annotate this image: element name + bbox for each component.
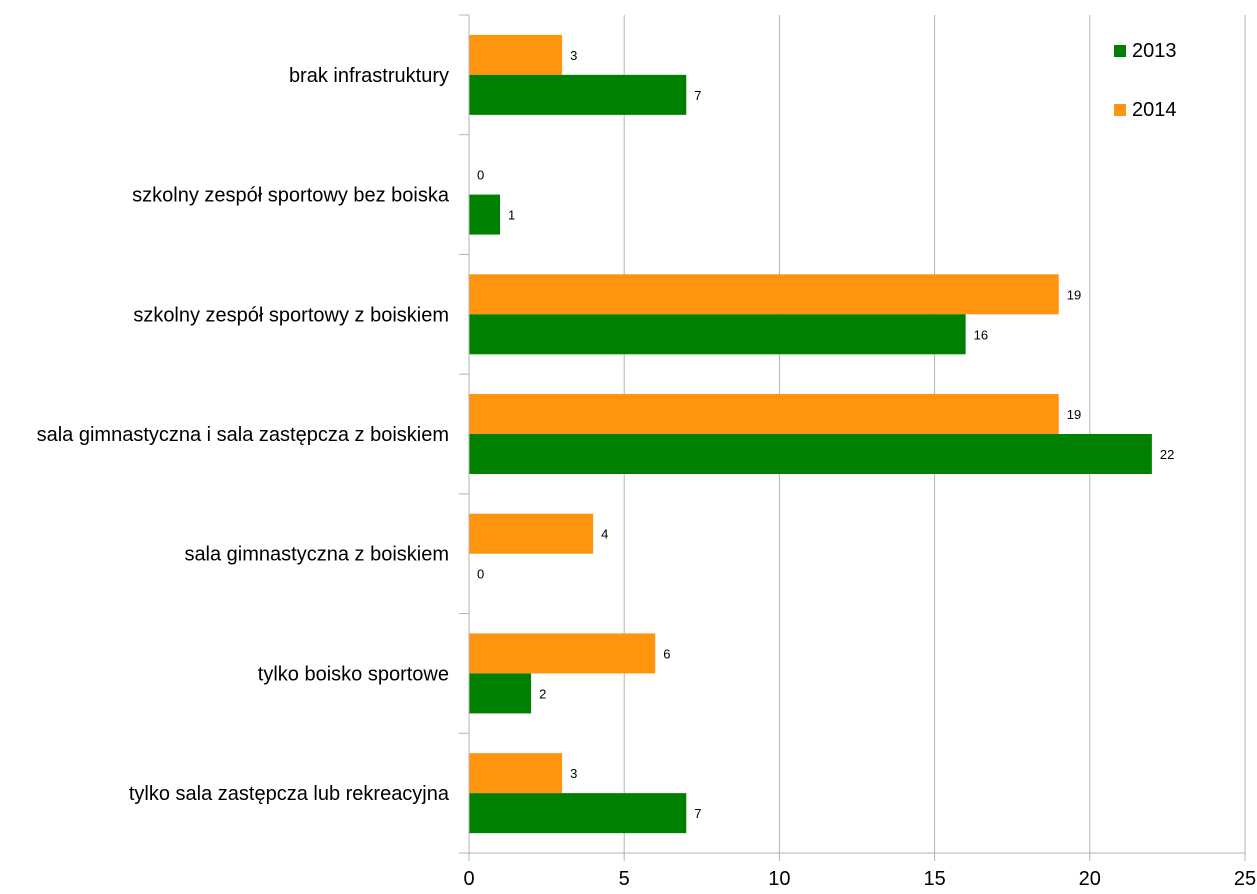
bar-2014-6 xyxy=(469,753,563,794)
legend-label-2013: 2013 xyxy=(1132,40,1177,62)
x-tick-label-15: 15 xyxy=(923,868,945,890)
bar-2014-4 xyxy=(469,513,594,554)
category-label-4: sala gimnastyczna z boiskiem xyxy=(184,544,449,566)
x-tick-label-25: 25 xyxy=(1234,868,1256,890)
legend: 2013 2014 xyxy=(1114,40,1177,121)
category-label-2: szkolny zespół sportowy z boiskiem xyxy=(133,304,449,326)
legend-swatch-2013 xyxy=(1114,45,1126,57)
legend-swatch-2014 xyxy=(1114,104,1126,116)
axes: 0 5 10 15 20 25 xyxy=(459,14,1256,890)
data-label-2013-1: 1 xyxy=(508,208,515,223)
x-tick-label-0: 0 xyxy=(463,868,474,890)
data-label-2013-2: 16 xyxy=(974,327,988,342)
bar-2014-5 xyxy=(469,633,656,674)
x-tick-label-5: 5 xyxy=(619,868,630,890)
labels: 3 7 brak infrastruktury 0 1 szkolny zespół sp… xyxy=(37,48,1175,821)
data-label-2014-6: 3 xyxy=(570,766,577,781)
category-label-5: tylko boisko sportowe xyxy=(258,663,449,685)
bar-2013-1 xyxy=(469,194,501,235)
data-label-2014-3: 19 xyxy=(1067,407,1081,422)
category-label-0: brak infrastruktury xyxy=(289,65,449,87)
bar-2013-2 xyxy=(469,314,966,355)
x-tick-label-20: 20 xyxy=(1079,868,1101,890)
bar-2013-6 xyxy=(469,793,687,834)
data-label-2014-4: 4 xyxy=(601,527,608,542)
bar-2013-5 xyxy=(469,673,532,714)
data-label-2014-5: 6 xyxy=(663,646,670,661)
bar-2014-3 xyxy=(469,394,1059,434)
category-label-3: sala gimnastyczna i sala zastępcza z boi… xyxy=(37,424,449,446)
data-label-2013-5: 2 xyxy=(539,686,546,701)
legend-label-2014: 2014 xyxy=(1132,99,1177,121)
data-label-2013-0: 7 xyxy=(694,88,701,103)
data-label-2013-6: 7 xyxy=(694,806,701,821)
data-label-2014-0: 3 xyxy=(570,48,577,63)
data-label-2013-4: 0 xyxy=(477,567,484,582)
x-tick-label-10: 10 xyxy=(768,868,790,890)
data-label-2014-1: 0 xyxy=(477,168,484,183)
bar-2013-3 xyxy=(469,434,1152,474)
category-label-6: tylko sala zastępcza lub rekreacyjna xyxy=(129,783,450,805)
bar-2013-0 xyxy=(469,74,687,115)
bars xyxy=(469,34,1152,834)
data-label-2014-2: 19 xyxy=(1067,287,1081,302)
bar-2014-2 xyxy=(469,274,1059,315)
bar-2014-0 xyxy=(469,34,563,75)
data-label-2013-3: 22 xyxy=(1160,447,1174,462)
category-label-1: szkolny zespół sportowy bez boiska xyxy=(132,185,450,207)
